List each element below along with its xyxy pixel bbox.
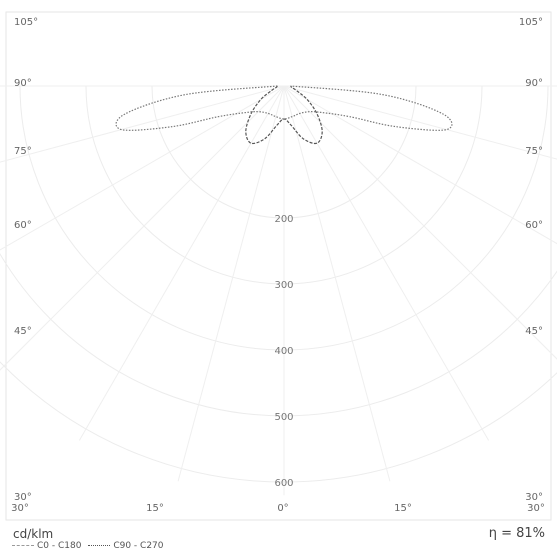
legend: C0 - C180 C90 - C270 [8, 541, 164, 551]
angle-label-left: 75° [14, 146, 32, 157]
radial-tick-label: 200 [274, 214, 293, 225]
grid-ray-60 [283, 85, 557, 245]
bottom-angle-label: 30° [11, 503, 29, 514]
angle-label-left: 45° [14, 326, 32, 337]
radial-tick-label: 300 [274, 280, 293, 291]
series-line-c90-c270 [115, 85, 453, 131]
angle-label-right: 75° [525, 146, 543, 157]
labels-layer: 105°90°75°60°45°30°105°90°75°60°45°30°30… [11, 17, 545, 514]
units-label: cd/klm [13, 527, 54, 541]
angle-label-right: 90° [525, 78, 543, 89]
grid-ray--60 [0, 85, 285, 251]
grid-ray--15 [177, 85, 285, 482]
grid-ray-30 [283, 85, 490, 441]
legend-swatch-c0 [12, 545, 34, 546]
bottom-angle-label: 15° [394, 503, 412, 514]
angle-label-right: 45° [525, 326, 543, 337]
angle-label-left: 30° [14, 492, 32, 503]
bottom-angle-label: 0° [277, 503, 288, 514]
angle-label-left: 60° [14, 220, 32, 231]
angle-label-right: 60° [525, 220, 543, 231]
legend-swatch-c90 [88, 545, 111, 546]
efficiency-label: η = 81% [488, 526, 545, 541]
series-line-c0-c180 [245, 85, 323, 145]
polar-grid [0, 11, 557, 521]
grid-ray--45 [0, 85, 285, 371]
grid-ray--75 [0, 85, 285, 163]
angle-label-right: 30° [525, 492, 543, 503]
plot-frame [5, 11, 552, 521]
angle-label-left: 90° [14, 78, 32, 89]
grid-ray-75 [283, 85, 557, 160]
radial-tick-label: 400 [274, 346, 293, 357]
legend-label-c90: C90 - C270 [113, 541, 164, 551]
grid-ray-45 [283, 85, 557, 360]
grid-ray-15 [283, 85, 391, 482]
bottom-angle-label: 15° [146, 503, 164, 514]
series-layer [115, 85, 453, 145]
radial-tick-label: 500 [274, 412, 293, 423]
radial-tick-label: 600 [274, 478, 293, 489]
grid-arc-500 [0, 252, 557, 417]
legend-label-c0: C0 - C180 [37, 541, 82, 551]
bottom-angle-label: 30° [527, 503, 545, 514]
angle-label-left: 105° [14, 17, 38, 28]
grid-ray--30 [78, 85, 285, 441]
angle-label-right: 105° [519, 17, 543, 28]
